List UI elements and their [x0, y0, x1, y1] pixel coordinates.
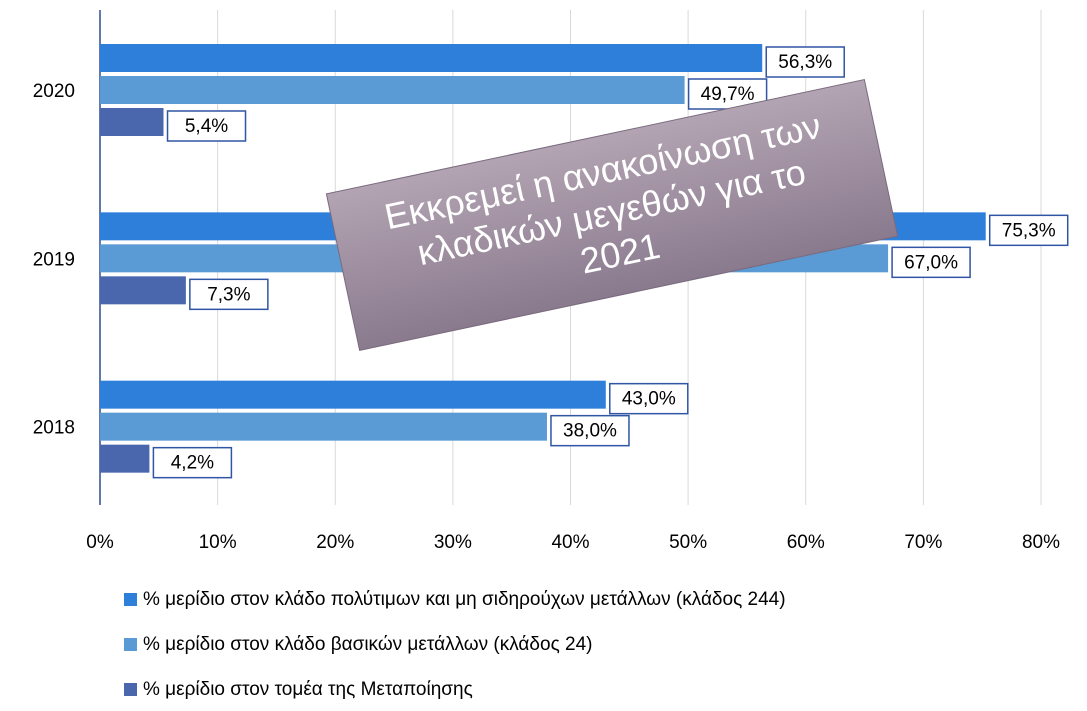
legend-label: % μερίδιο στον κλάδο πολύτιμων και μη σι…: [143, 589, 786, 610]
x-tick-label: 60%: [787, 532, 825, 553]
x-tick-label: 0%: [86, 532, 114, 553]
y-tick-label: 2018: [33, 418, 75, 439]
y-tick-label: 2020: [33, 81, 75, 102]
data-label-box: [550, 414, 630, 447]
x-tick-label: 10%: [199, 532, 237, 553]
bar: [100, 76, 685, 104]
data-label-box: [609, 382, 689, 415]
data-label: 75,3%: [1002, 220, 1056, 241]
x-tick-label: 20%: [316, 532, 354, 553]
bar: [100, 108, 164, 136]
annotation-box: [325, 78, 899, 352]
data-label: 43,0%: [622, 389, 676, 410]
bar: [100, 276, 186, 305]
data-label: 49,7%: [701, 84, 755, 105]
bar: [100, 44, 763, 72]
data-label-box: [988, 214, 1069, 247]
data-label-box: [891, 246, 971, 279]
bar: [100, 444, 150, 473]
bar: [100, 412, 547, 441]
x-tick-label: 50%: [669, 532, 707, 553]
data-label: 56,3%: [778, 52, 832, 73]
legend-swatch: [124, 593, 137, 606]
legend-label: % μερίδιο στον τομέα της Μεταποίησης: [143, 679, 473, 700]
bar: [100, 380, 606, 409]
data-label: 5,4%: [185, 116, 228, 137]
data-label: 4,2%: [171, 453, 214, 474]
legend-swatch: [124, 683, 137, 696]
data-label-box: [687, 78, 768, 110]
legend-swatch: [124, 638, 137, 651]
y-tick-label: 2019: [33, 249, 75, 270]
x-tick-label: 30%: [434, 532, 472, 553]
x-tick-label: 70%: [904, 532, 942, 553]
data-label-box: [166, 110, 247, 142]
data-label-box: [765, 46, 845, 78]
data-label: 7,3%: [207, 284, 250, 305]
legend-label: % μερίδιο στον κλάδο βασικών μετάλλων (κ…: [143, 634, 592, 655]
x-tick-label: 40%: [551, 532, 589, 553]
data-label: 38,0%: [563, 421, 617, 442]
data-label-box: [189, 278, 269, 311]
x-tick-label: 80%: [1022, 532, 1060, 553]
data-label: 67,0%: [904, 252, 958, 273]
data-label-box: [152, 446, 233, 479]
